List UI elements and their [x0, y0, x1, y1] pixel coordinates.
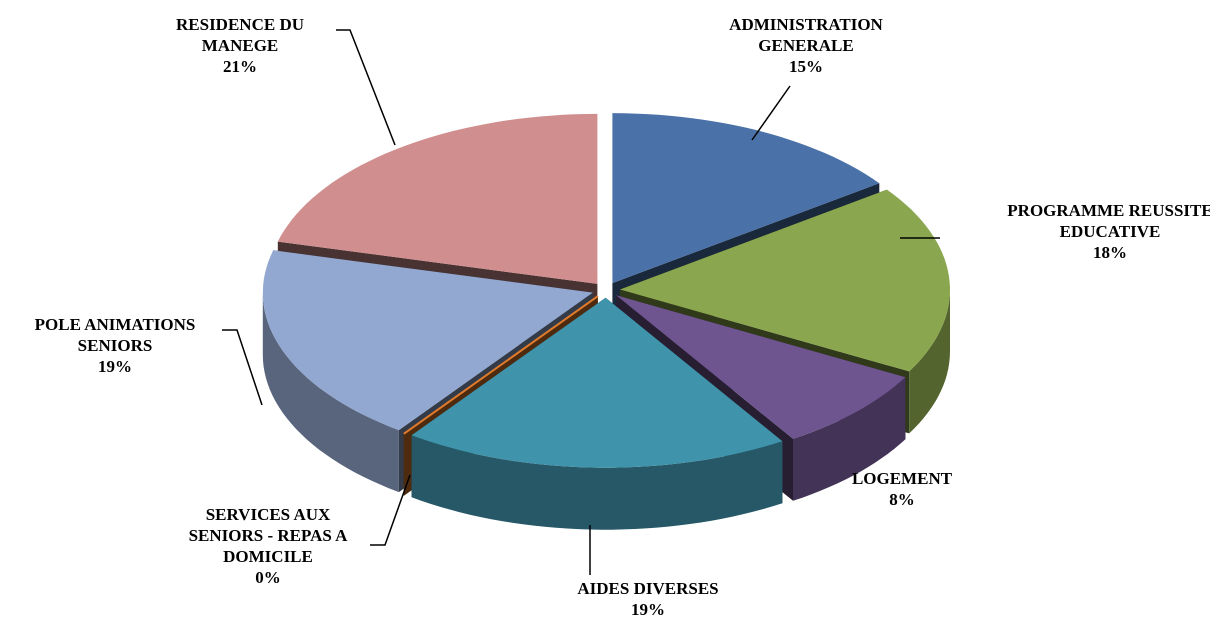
- value-label: 0%: [255, 568, 281, 587]
- category-label: PROGRAMME REUSSITE EDUCATIVE: [1007, 201, 1210, 241]
- value-label: 19%: [98, 357, 132, 376]
- slice-side: [411, 435, 783, 530]
- slice-label: ADMINISTRATION GENERALE 15%: [711, 14, 901, 77]
- category-label: POLE ANIMATIONS SENIORS: [34, 315, 196, 355]
- leader-line: [336, 29, 396, 146]
- category-label: LOGEMENT: [851, 469, 953, 488]
- slice-label: LOGEMENT 8%: [822, 468, 982, 510]
- slice: [277, 113, 598, 284]
- slice: [612, 113, 880, 284]
- category-label: ADMINISTRATION GENERALE: [729, 15, 883, 55]
- slice: [411, 297, 783, 468]
- slice-side: [793, 377, 906, 501]
- leader-line: [370, 474, 411, 546]
- value-label: 18%: [1093, 243, 1127, 262]
- slice-label: PROGRAMME REUSSITE EDUCATIVE 18%: [1000, 200, 1210, 263]
- leader-line: [751, 85, 791, 141]
- category-label: SERVICES AUX SENIORS - REPAS A DOMICILE: [188, 505, 348, 566]
- slice: [620, 189, 950, 372]
- slice-label: AIDES DIVERSES 19%: [548, 578, 748, 620]
- value-label: 8%: [889, 490, 915, 509]
- slice-label: POLE ANIMATIONS SENIORS 19%: [10, 314, 220, 377]
- slice-side: [262, 292, 399, 493]
- slice: [262, 250, 593, 431]
- slice: [403, 295, 599, 435]
- slice-label: SERVICES AUX SENIORS - REPAS A DOMICILE 0…: [168, 504, 368, 588]
- value-label: 15%: [789, 57, 823, 76]
- category-label: AIDES DIVERSES: [577, 579, 719, 598]
- value-label: 19%: [631, 600, 665, 619]
- category-label: RESIDENCE DU MANEGE: [176, 15, 304, 55]
- value-label: 21%: [223, 57, 257, 76]
- slice-label: RESIDENCE DU MANEGE 21%: [145, 14, 335, 77]
- slice: [616, 295, 906, 439]
- leader-line: [222, 329, 263, 406]
- slice-side: [909, 289, 950, 434]
